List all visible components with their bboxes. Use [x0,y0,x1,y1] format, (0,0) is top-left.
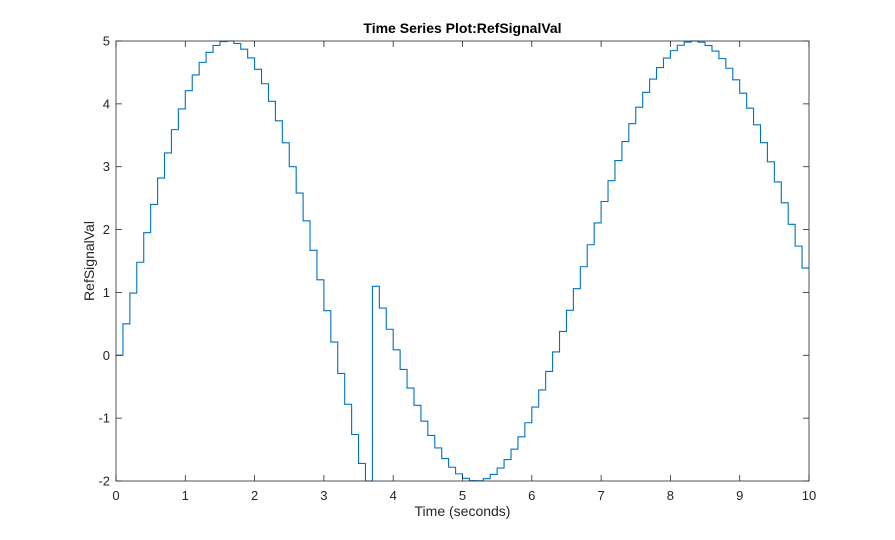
x-tick-label: 5 [459,488,466,503]
x-tick-label: 4 [390,488,397,503]
x-tick-label: 6 [528,488,535,503]
x-tick-label: 0 [112,488,119,503]
x-tick-label: 1 [182,488,189,503]
y-tick-label: 4 [103,96,110,111]
y-tick-label: -2 [98,474,110,489]
plot-area [116,41,809,481]
x-tick-label: 2 [251,488,258,503]
y-tick-label: 0 [103,348,110,363]
x-tick-label: 9 [736,488,743,503]
chart-title: Time Series Plot:RefSignalVal [363,20,561,36]
y-tick-label: 5 [103,34,110,49]
y-tick-label: 2 [103,222,110,237]
x-tick-label: 7 [597,488,604,503]
x-axis-ticks: 0 1 2 3 4 5 6 7 8 9 10 [112,41,816,503]
x-axis-label: Time (seconds) [415,503,511,519]
x-tick-label: 3 [320,488,327,503]
y-axis-ticks: -2 -1 0 1 2 3 4 5 [98,34,809,489]
y-tick-label: -1 [98,411,110,426]
x-tick-label: 8 [667,488,674,503]
y-tick-label: 1 [103,285,110,300]
y-tick-label: 3 [103,159,110,174]
y-axis-label: RefSignalVal [81,221,97,301]
x-tick-label: 10 [802,488,816,503]
